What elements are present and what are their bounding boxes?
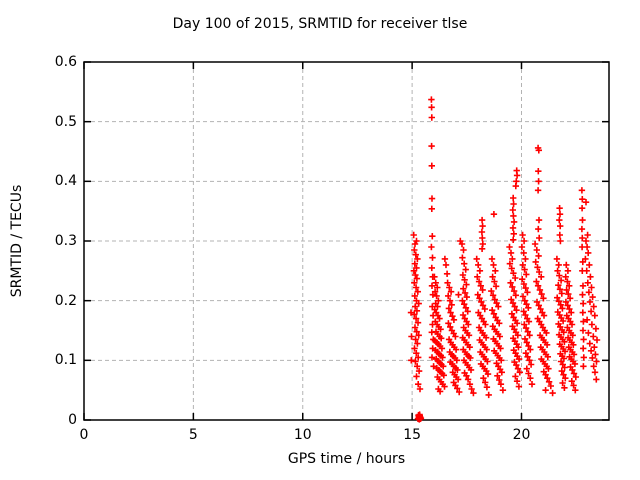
x-tick-label-20: 20 [512, 427, 531, 443]
x-tick-label-10: 10 [293, 427, 312, 443]
y-tick-label-0.2: 0.2 [54, 292, 77, 309]
y-tick-label-0.3: 0.3 [54, 233, 77, 249]
plot-border [83, 61, 610, 421]
y-tick-label-0.1: 0.1 [54, 352, 77, 369]
y-tick-label-0.4: 0.4 [54, 173, 77, 190]
y-tick-label-0.5: 0.5 [54, 113, 77, 130]
scatter-points-srmtid [407, 96, 601, 423]
gridlines [84, 62, 609, 420]
x-tick-label-5: 5 [188, 427, 198, 443]
x-tick-label-15: 15 [403, 427, 422, 443]
y-tick-label-0.6: 0.6 [54, 54, 77, 70]
x-tick-label-0: 0 [79, 427, 89, 443]
y-tick-label-0: 0 [68, 412, 77, 428]
x-axis-label: GPS time / hours [287, 451, 406, 467]
chart-title: Day 100 of 2015, SRMTID for receiver tls… [172, 16, 468, 32]
